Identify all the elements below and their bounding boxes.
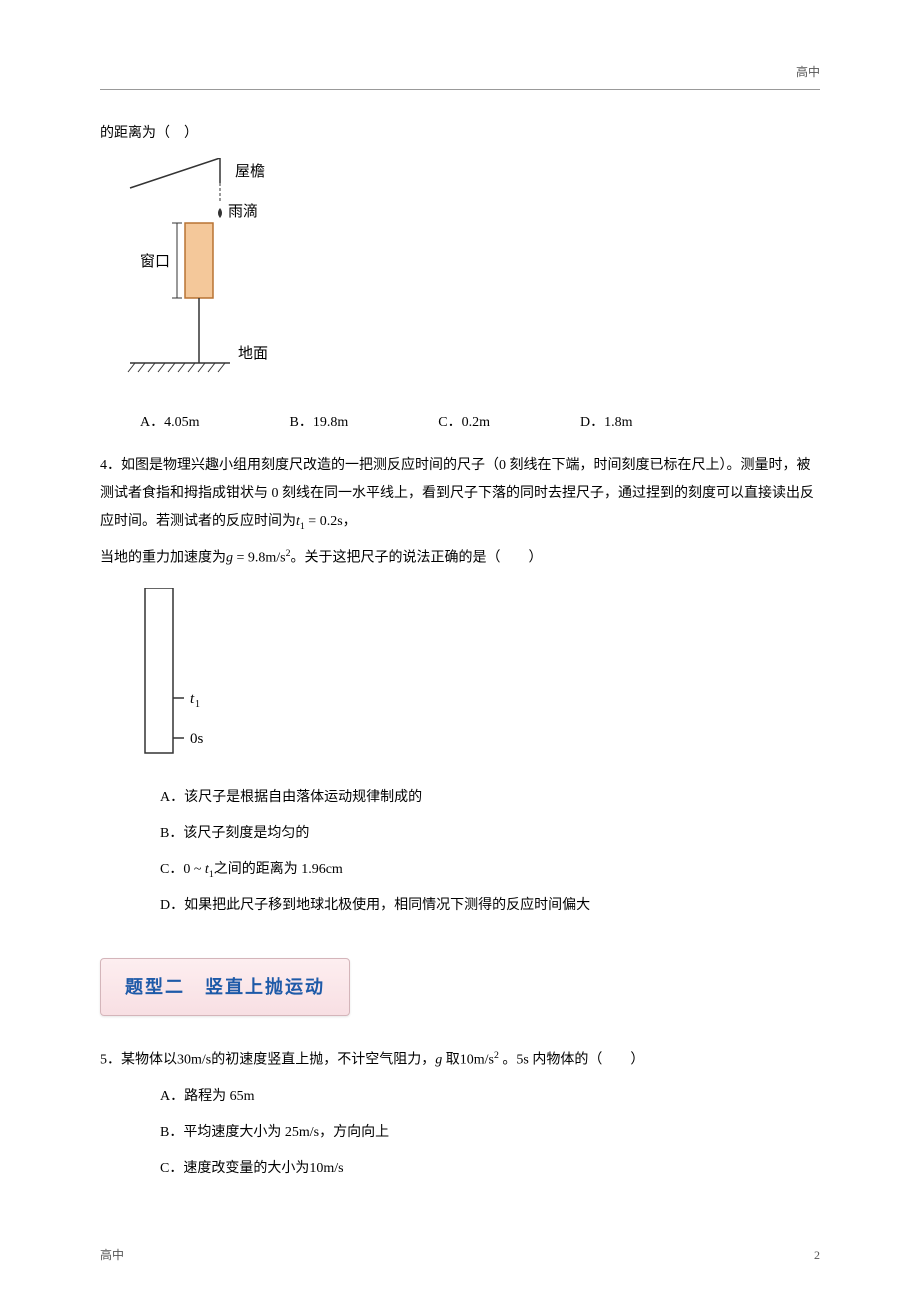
q5-text-start: 5．某物体以 — [100, 1053, 177, 1068]
q4-math-t1-sub: 1 — [300, 521, 305, 532]
q5-speed: 30m/s — [177, 1053, 211, 1068]
q3-option-d: D．1.8m — [580, 409, 633, 437]
raindrop-label: 雨滴 — [228, 202, 258, 220]
q4-c-prefix: C． — [160, 862, 183, 877]
q3-b-value: 19.8m — [313, 415, 348, 430]
q5-c-prefix: C．速度改变量的大小为 — [160, 1161, 309, 1176]
q4-math-g: g — [226, 551, 233, 566]
header-divider — [100, 89, 820, 90]
q3-option-c: C．0.2m — [438, 409, 490, 437]
eave-label: 屋檐 — [235, 163, 265, 180]
q5-text-end: 内物体的（ ） — [532, 1053, 644, 1068]
q5-mid1: 的初速度竖直上抛，不计空气阻力， — [211, 1053, 435, 1068]
q3-options: A．4.05m B．19.8m C．0.2m D．1.8m — [140, 409, 820, 437]
q5-g: g — [435, 1053, 442, 1068]
window-label: 窗口 — [140, 252, 170, 270]
section-2-title: 题型二 竖直上抛运动 — [125, 977, 325, 997]
q4-option-c: C．0 ~ t1之间的距离为 1.96cm — [160, 856, 820, 884]
q3-option-b: B．19.8m — [290, 409, 349, 437]
q5-time: 5s — [516, 1053, 528, 1068]
q5-option-a: A．路程为 65m — [160, 1083, 820, 1111]
q4-t1-sub: 1 — [195, 699, 200, 710]
q4-option-a: A．该尺子是根据自由落体运动规律制成的 — [160, 784, 820, 812]
q4-text-1-end: ， — [343, 514, 357, 529]
q3-c-value: 0.2m — [462, 415, 490, 430]
footer-right: 2 — [814, 1243, 820, 1267]
q4-diagram: t 1 0s — [140, 588, 820, 769]
q3-a-value: 4.05m — [164, 415, 199, 430]
q5-option-c: C．速度改变量的大小为10m/s — [160, 1155, 820, 1183]
q4-text-1: 4．如图是物理兴趣小组用刻度尺改造的一把测反应时间的尺子（0 刻线在下端，时间刻… — [100, 452, 820, 536]
q3-intro: 的距离为（ ） — [100, 120, 820, 148]
footer: 高中 2 — [100, 1243, 820, 1267]
section-2-badge: 题型二 竖直上抛运动 — [100, 958, 350, 1016]
header-label: 高中 — [100, 60, 820, 84]
q5-g-sup: 2 — [494, 1050, 499, 1061]
q5-option-b: B．平均速度大小为 25m/s，方向向上 — [160, 1119, 820, 1147]
footer-left: 高中 — [100, 1243, 124, 1267]
q5-text: 5．某物体以30m/s的初速度竖直上抛，不计空气阻力，g 取10m/s2 。5s… — [100, 1046, 820, 1075]
q4-text-2-start: 当地的重力加速度为 — [100, 551, 226, 566]
q4-c-suffix: 之间的距离为 1.96cm — [214, 862, 343, 877]
q4-option-b: B．该尺子刻度是均匀的 — [160, 820, 820, 848]
q4-text-1-body: 4．如图是物理兴趣小组用刻度尺改造的一把测反应时间的尺子（0 刻线在下端，时间刻… — [100, 458, 814, 529]
q5-mid3: 。 — [502, 1053, 516, 1068]
q5-mid2: 取 — [446, 1053, 460, 1068]
q4-zero-label: 0s — [190, 731, 204, 747]
q3-diagram: 屋檐 雨滴 窗口 地面 — [120, 158, 820, 399]
q4-text-2-end: 。关于这把尺子的说法正确的是（ ） — [291, 551, 543, 566]
ground-label: 地面 — [238, 345, 268, 362]
q5-c-val: 10m/s — [309, 1161, 343, 1176]
q3-d-value: 1.8m — [604, 415, 632, 430]
q4-text-2: 当地的重力加速度为g = 9.8m/s2。关于这把尺子的说法正确的是（ ） — [100, 544, 820, 573]
q3-option-a: A．4.05m — [140, 409, 200, 437]
q4-option-d: D．如果把此尺子移到地球北极使用，相同情况下测得的反应时间偏大 — [160, 892, 820, 920]
